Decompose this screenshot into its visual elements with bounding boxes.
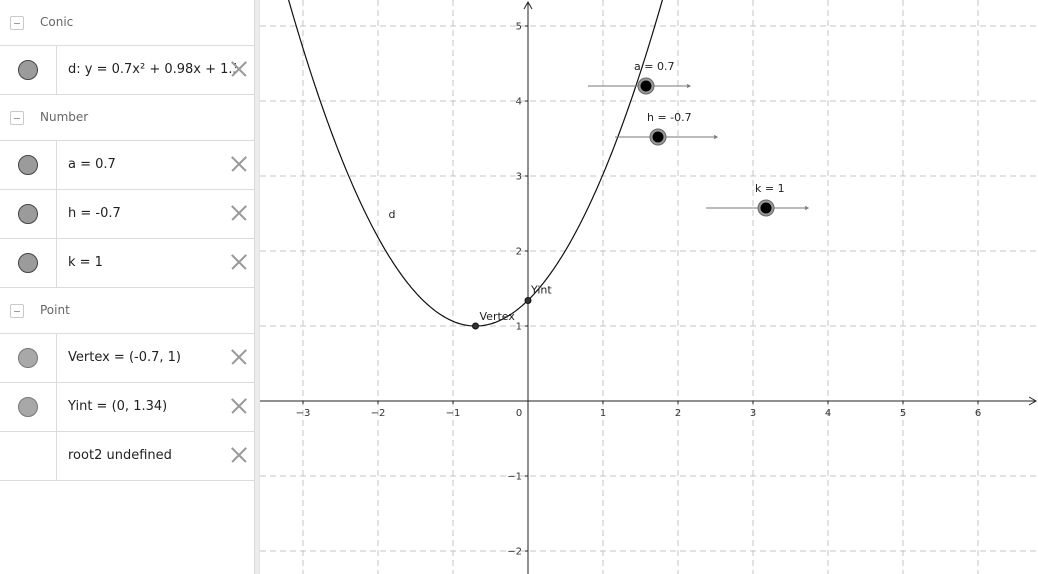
algebra-row-h[interactable]: h = -0.7 [0, 190, 254, 239]
x-tick-label: −2 [371, 408, 386, 419]
slider-end-k [804, 206, 810, 210]
point-label-vertex[interactable]: Vertex [480, 310, 516, 323]
slider-handle-k[interactable] [760, 202, 772, 214]
x-tick-label: 2 [675, 408, 681, 419]
visibility-dot-icon[interactable] [18, 204, 38, 224]
visibility-dot-icon[interactable] [18, 397, 38, 417]
slider-handle-h[interactable] [652, 131, 664, 143]
number-a-definition[interactable]: a = 0.7 [68, 157, 116, 172]
slider-handle-a[interactable] [640, 80, 652, 92]
point-vertex-definition[interactable]: Vertex = (-0.7, 1) [68, 350, 181, 365]
group-header-point[interactable]: Point [0, 288, 254, 334]
x-tick-label: −3 [296, 408, 311, 419]
x-tick-label: 5 [900, 408, 906, 419]
visibility-dot-icon[interactable] [18, 155, 38, 175]
conic-d-definition[interactable]: d: y = 0.7x² + 0.98x + 1.34 [68, 62, 236, 77]
algebra-row-yint[interactable]: Yint = (0, 1.34) [0, 383, 254, 432]
collapse-number-icon[interactable] [10, 111, 24, 125]
group-label-number: Number [40, 110, 89, 124]
x-axis-arrow [1028, 396, 1038, 406]
algebra-row-k[interactable]: k = 1 [0, 239, 254, 288]
y-tick-label: 4 [516, 97, 522, 108]
algebra-row-conic-d[interactable]: d: y = 0.7x² + 0.98x + 1.34 [0, 46, 254, 95]
y-tick-label: 2 [516, 247, 522, 258]
group-header-number[interactable]: Number [0, 95, 254, 141]
number-k-definition[interactable]: k = 1 [68, 255, 103, 270]
coordinate-plane[interactable]: −3 −2 −1 0 1 2 3 4 5 6 −2 −1 1 2 3 4 5 d Vertex Yint a =… [260, 0, 1038, 574]
slider-end-h [713, 135, 719, 139]
x-tick-label: 3 [750, 408, 756, 419]
y-axis-arrow [523, 0, 533, 10]
y-tick-labels: −2 −1 1 2 3 4 5 [507, 22, 528, 558]
slider-label-a: a = 0.7 [634, 60, 674, 73]
x-tick-label: 4 [825, 408, 831, 419]
y-tick-label: −2 [507, 547, 522, 558]
grid-lines [260, 0, 1038, 574]
x-tick-label: 1 [600, 408, 606, 419]
points[interactable]: Vertex Yint [472, 284, 553, 330]
collapse-conic-icon[interactable] [10, 16, 24, 30]
x-tick-label: 6 [975, 408, 981, 419]
x-tick-labels: −3 −2 −1 0 1 2 3 4 5 6 [296, 401, 981, 419]
sliders[interactable]: a = 0.7 h = -0.7 k = 1 [588, 60, 810, 217]
row-marker-empty [0, 432, 57, 480]
delete-icon[interactable] [230, 348, 248, 366]
group-header-conic[interactable]: Conic [0, 0, 254, 46]
slider-label-h: h = -0.7 [647, 111, 692, 124]
group-label-point: Point [40, 303, 70, 317]
algebra-row-vertex[interactable]: Vertex = (-0.7, 1) [0, 334, 254, 383]
collapse-point-icon[interactable] [10, 304, 24, 318]
slider-end-a [686, 84, 692, 88]
delete-icon[interactable] [230, 204, 248, 222]
algebra-view: Conic d: y = 0.7x² + 0.98x + 1.34 Number… [0, 0, 254, 574]
y-tick-label: 1 [516, 322, 522, 333]
visibility-toggle[interactable] [0, 46, 57, 94]
visibility-toggle[interactable] [0, 334, 57, 382]
visibility-toggle[interactable] [0, 239, 57, 287]
point-label-yint[interactable]: Yint [530, 284, 552, 297]
delete-icon[interactable] [230, 60, 248, 78]
axes [260, 0, 1038, 574]
visibility-toggle[interactable] [0, 383, 57, 431]
x-tick-label: 0 [516, 408, 522, 419]
delete-icon[interactable] [230, 397, 248, 415]
y-tick-label: 5 [516, 22, 522, 33]
graphics-view[interactable]: −3 −2 −1 0 1 2 3 4 5 6 −2 −1 1 2 3 4 5 d Vertex Yint a =… [260, 0, 1038, 574]
view-divider[interactable] [254, 0, 260, 574]
curve-label-d[interactable]: d [389, 208, 396, 221]
root2-definition[interactable]: root2 undefined [68, 448, 172, 463]
delete-icon[interactable] [230, 155, 248, 173]
x-tick-label: −1 [446, 408, 461, 419]
delete-icon[interactable] [230, 446, 248, 464]
y-tick-label: 3 [516, 172, 522, 183]
slider-label-k: k = 1 [755, 182, 785, 195]
delete-icon[interactable] [230, 253, 248, 271]
y-tick-label: −1 [507, 472, 522, 483]
visibility-toggle[interactable] [0, 190, 57, 238]
number-h-definition[interactable]: h = -0.7 [68, 206, 121, 221]
group-label-conic: Conic [40, 15, 74, 29]
visibility-dot-icon[interactable] [18, 253, 38, 273]
parabola-curve-d[interactable] [273, 0, 678, 327]
algebra-row-a[interactable]: a = 0.7 [0, 141, 254, 190]
point-vertex[interactable] [472, 322, 479, 330]
visibility-toggle[interactable] [0, 141, 57, 189]
algebra-row-root2[interactable]: root2 undefined [0, 432, 254, 481]
visibility-dot-icon[interactable] [18, 60, 38, 80]
point-yint[interactable] [524, 297, 532, 304]
point-yint-definition[interactable]: Yint = (0, 1.34) [68, 399, 168, 414]
visibility-dot-icon[interactable] [18, 348, 38, 368]
